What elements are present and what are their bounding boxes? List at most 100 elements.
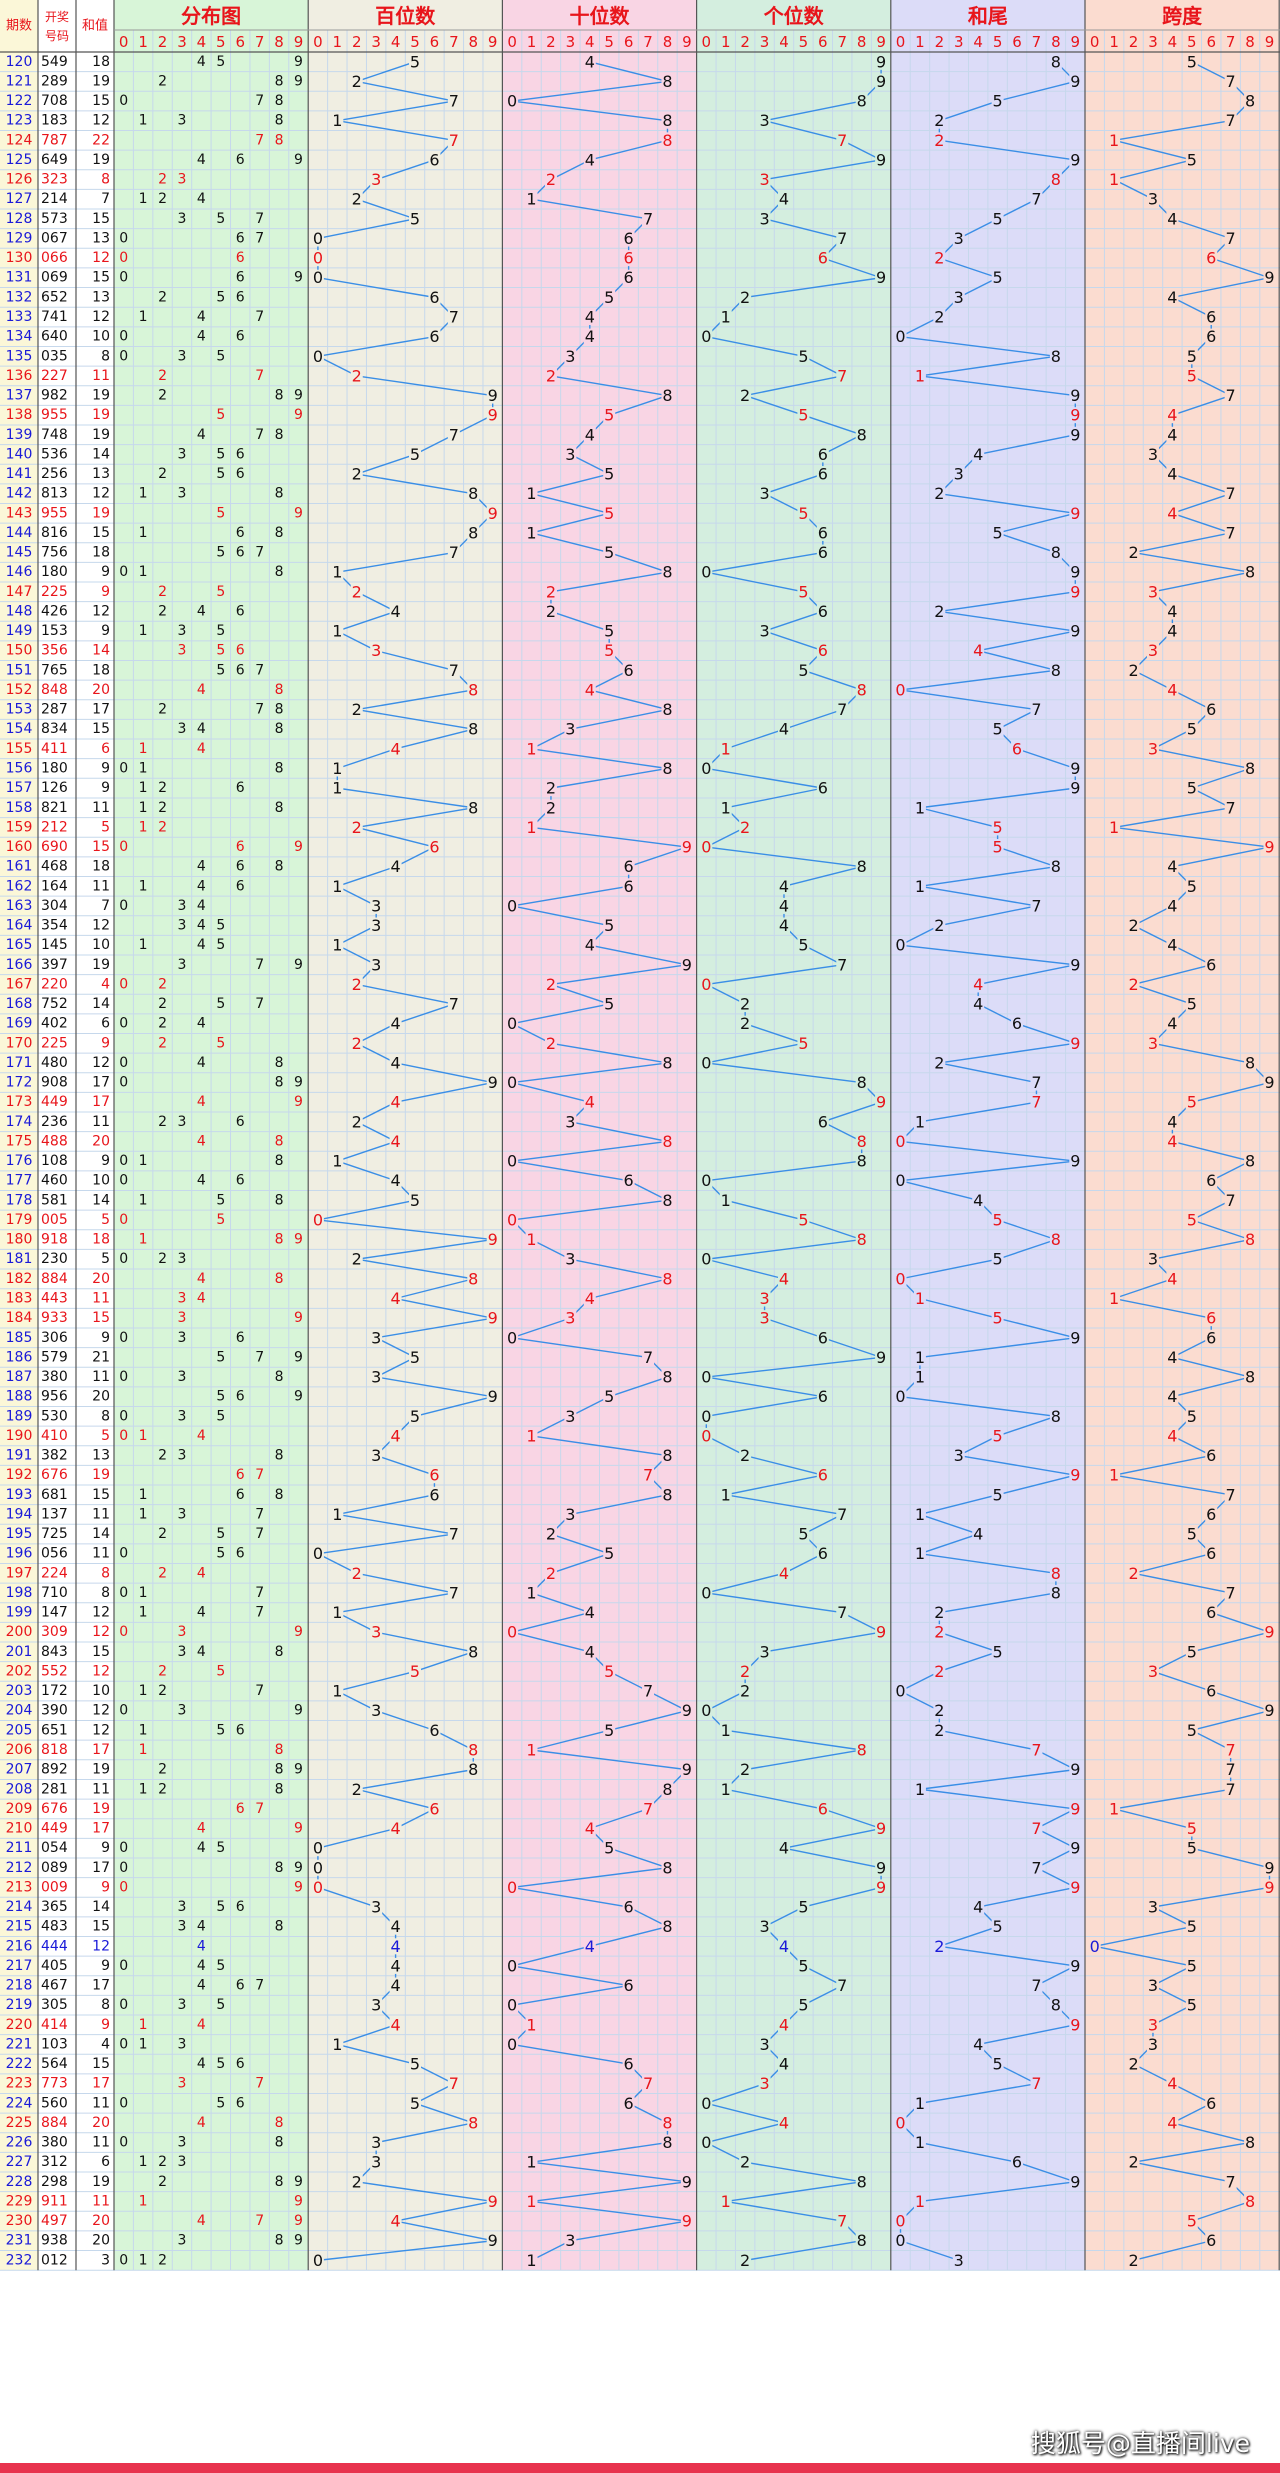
- trend-point-units: 2: [740, 1446, 750, 1465]
- trend-point-bg: [758, 112, 771, 129]
- trend-segment-hundreds: [395, 1808, 435, 1830]
- distribution-digit: 4: [197, 2017, 206, 2033]
- trend-point-units: 6: [818, 249, 828, 268]
- trend-point-bg: [777, 191, 790, 208]
- period-cell: 172: [6, 1075, 33, 1091]
- trend-segment-units: [706, 1376, 823, 1398]
- trend-point-bg: [428, 1467, 441, 1484]
- trend-point-tens: 5: [604, 465, 614, 484]
- number-cell: 816: [41, 525, 68, 541]
- sum-cell: 8: [101, 1408, 110, 1424]
- trend-point-sum-tail: 2: [934, 916, 944, 935]
- trend-point-bg: [564, 1310, 577, 1327]
- distribution-digit: 3: [178, 721, 187, 737]
- trend-point-sum-tail: 3: [954, 288, 964, 307]
- distribution-digit: 6: [236, 1722, 245, 1738]
- trend-point-sum-tail: 7: [1031, 1976, 1041, 1995]
- trend-segment-span: [1152, 1886, 1270, 1908]
- trend-segment-hundreds: [376, 1376, 493, 1398]
- trend-point-bg: [991, 1211, 1004, 1228]
- trend-segment-units: [706, 571, 804, 593]
- trend-point-bg: [467, 524, 480, 541]
- trend-point-units: 4: [779, 1839, 789, 1858]
- trend-point-tens: 8: [662, 1368, 672, 1387]
- trend-point-span: 0: [1090, 1937, 1100, 1956]
- distribution-digit: 1: [139, 1232, 148, 1248]
- number-cell: 390: [41, 1703, 68, 1719]
- trend-point-bg: [1224, 799, 1237, 816]
- trend-point-units: 7: [837, 2212, 847, 2231]
- period-cell: 204: [6, 1703, 33, 1719]
- trend-point-bg: [583, 1290, 596, 1307]
- trend-segment-units: [764, 120, 843, 142]
- distribution-digit: 7: [255, 1526, 264, 1542]
- trend-point-hundreds: 3: [371, 916, 381, 935]
- trend-segment-hundreds: [337, 610, 396, 632]
- sum-cell: 18: [92, 1232, 110, 1248]
- trend-point-hundreds: 7: [449, 425, 459, 444]
- trend-point-bg: [583, 1604, 596, 1621]
- trend-point-bg: [428, 151, 441, 168]
- trend-point-bg: [991, 1643, 1004, 1660]
- trend-point-tens: 1: [526, 2153, 536, 2172]
- trend-point-sum-tail: 9: [1070, 622, 1080, 641]
- sum-cell: 19: [92, 957, 110, 973]
- trend-point-span: 4: [1167, 288, 1177, 307]
- distribution-digit: 1: [139, 1742, 148, 1758]
- sum-cell: 17: [92, 1075, 110, 1091]
- trend-segment-units: [725, 787, 823, 809]
- trend-point-bg: [1069, 1761, 1082, 1778]
- trend-point-hundreds: 3: [371, 1368, 381, 1387]
- number-cell: 748: [41, 427, 68, 443]
- trend-point-span: 7: [1226, 111, 1236, 130]
- distribution-digit: 7: [255, 309, 264, 325]
- trend-point-hundreds: 4: [390, 1976, 400, 1995]
- trend-point-hundreds: 0: [313, 249, 323, 268]
- trend-point-bg: [797, 1957, 810, 1974]
- trend-point-bg: [1205, 956, 1218, 973]
- trend-point-bg: [661, 564, 674, 581]
- trend-point-hundreds: 2: [352, 1780, 362, 1799]
- header-digit: 4: [1168, 33, 1178, 51]
- trend-point-tens: 2: [546, 798, 556, 817]
- distribution-digit: 9: [294, 1094, 303, 1110]
- sum-cell: 9: [101, 623, 110, 639]
- trend-point-bg: [544, 799, 557, 816]
- trend-point-bg: [933, 603, 946, 620]
- trend-point-bg: [1166, 505, 1179, 522]
- number-cell: 938: [41, 2233, 68, 2249]
- trend-point-hundreds: 3: [371, 1623, 381, 1642]
- trend-point-bg: [525, 2016, 538, 2033]
- trend-point-bg: [1069, 426, 1082, 443]
- distribution-digit: 8: [275, 1133, 284, 1149]
- period-cell: 222: [6, 2056, 33, 2072]
- trend-point-hundreds: 5: [410, 2055, 420, 2074]
- trend-point-bg: [1146, 642, 1159, 659]
- trend-point-hundreds: 1: [332, 1603, 342, 1622]
- trend-segment-hundreds: [395, 1297, 493, 1319]
- trend-point-units: 7: [837, 229, 847, 248]
- trend-point-bg: [700, 564, 713, 581]
- trend-point-units: 0: [701, 1701, 711, 1720]
- trend-point-units: 5: [798, 504, 808, 523]
- trend-segment-sum-tail: [997, 846, 1057, 868]
- period-cell: 126: [6, 172, 33, 188]
- trend-point-tens: 5: [604, 622, 614, 641]
- sum-cell: 18: [92, 54, 110, 70]
- distribution-digit: 8: [275, 1762, 284, 1778]
- trend-point-bg: [894, 328, 907, 345]
- sum-cell: 12: [92, 1938, 110, 1954]
- trend-point-span: 6: [1206, 700, 1216, 719]
- trend-point-bg: [1049, 1231, 1062, 1248]
- trend-point-bg: [894, 1388, 907, 1405]
- trend-segment-sum-tail: [997, 1219, 1057, 1241]
- trend-point-bg: [544, 583, 557, 600]
- trend-point-bg: [894, 1172, 907, 1189]
- sum-cell: 11: [92, 1369, 110, 1385]
- trend-point-sum-tail: 1: [915, 798, 925, 817]
- trend-point-hundreds: 8: [468, 1269, 478, 1288]
- trend-segment-tens: [511, 2043, 629, 2065]
- trend-point-span: 4: [1167, 425, 1177, 444]
- trend-segment-span: [1172, 1356, 1251, 1378]
- trend-point-hundreds: 2: [352, 582, 362, 601]
